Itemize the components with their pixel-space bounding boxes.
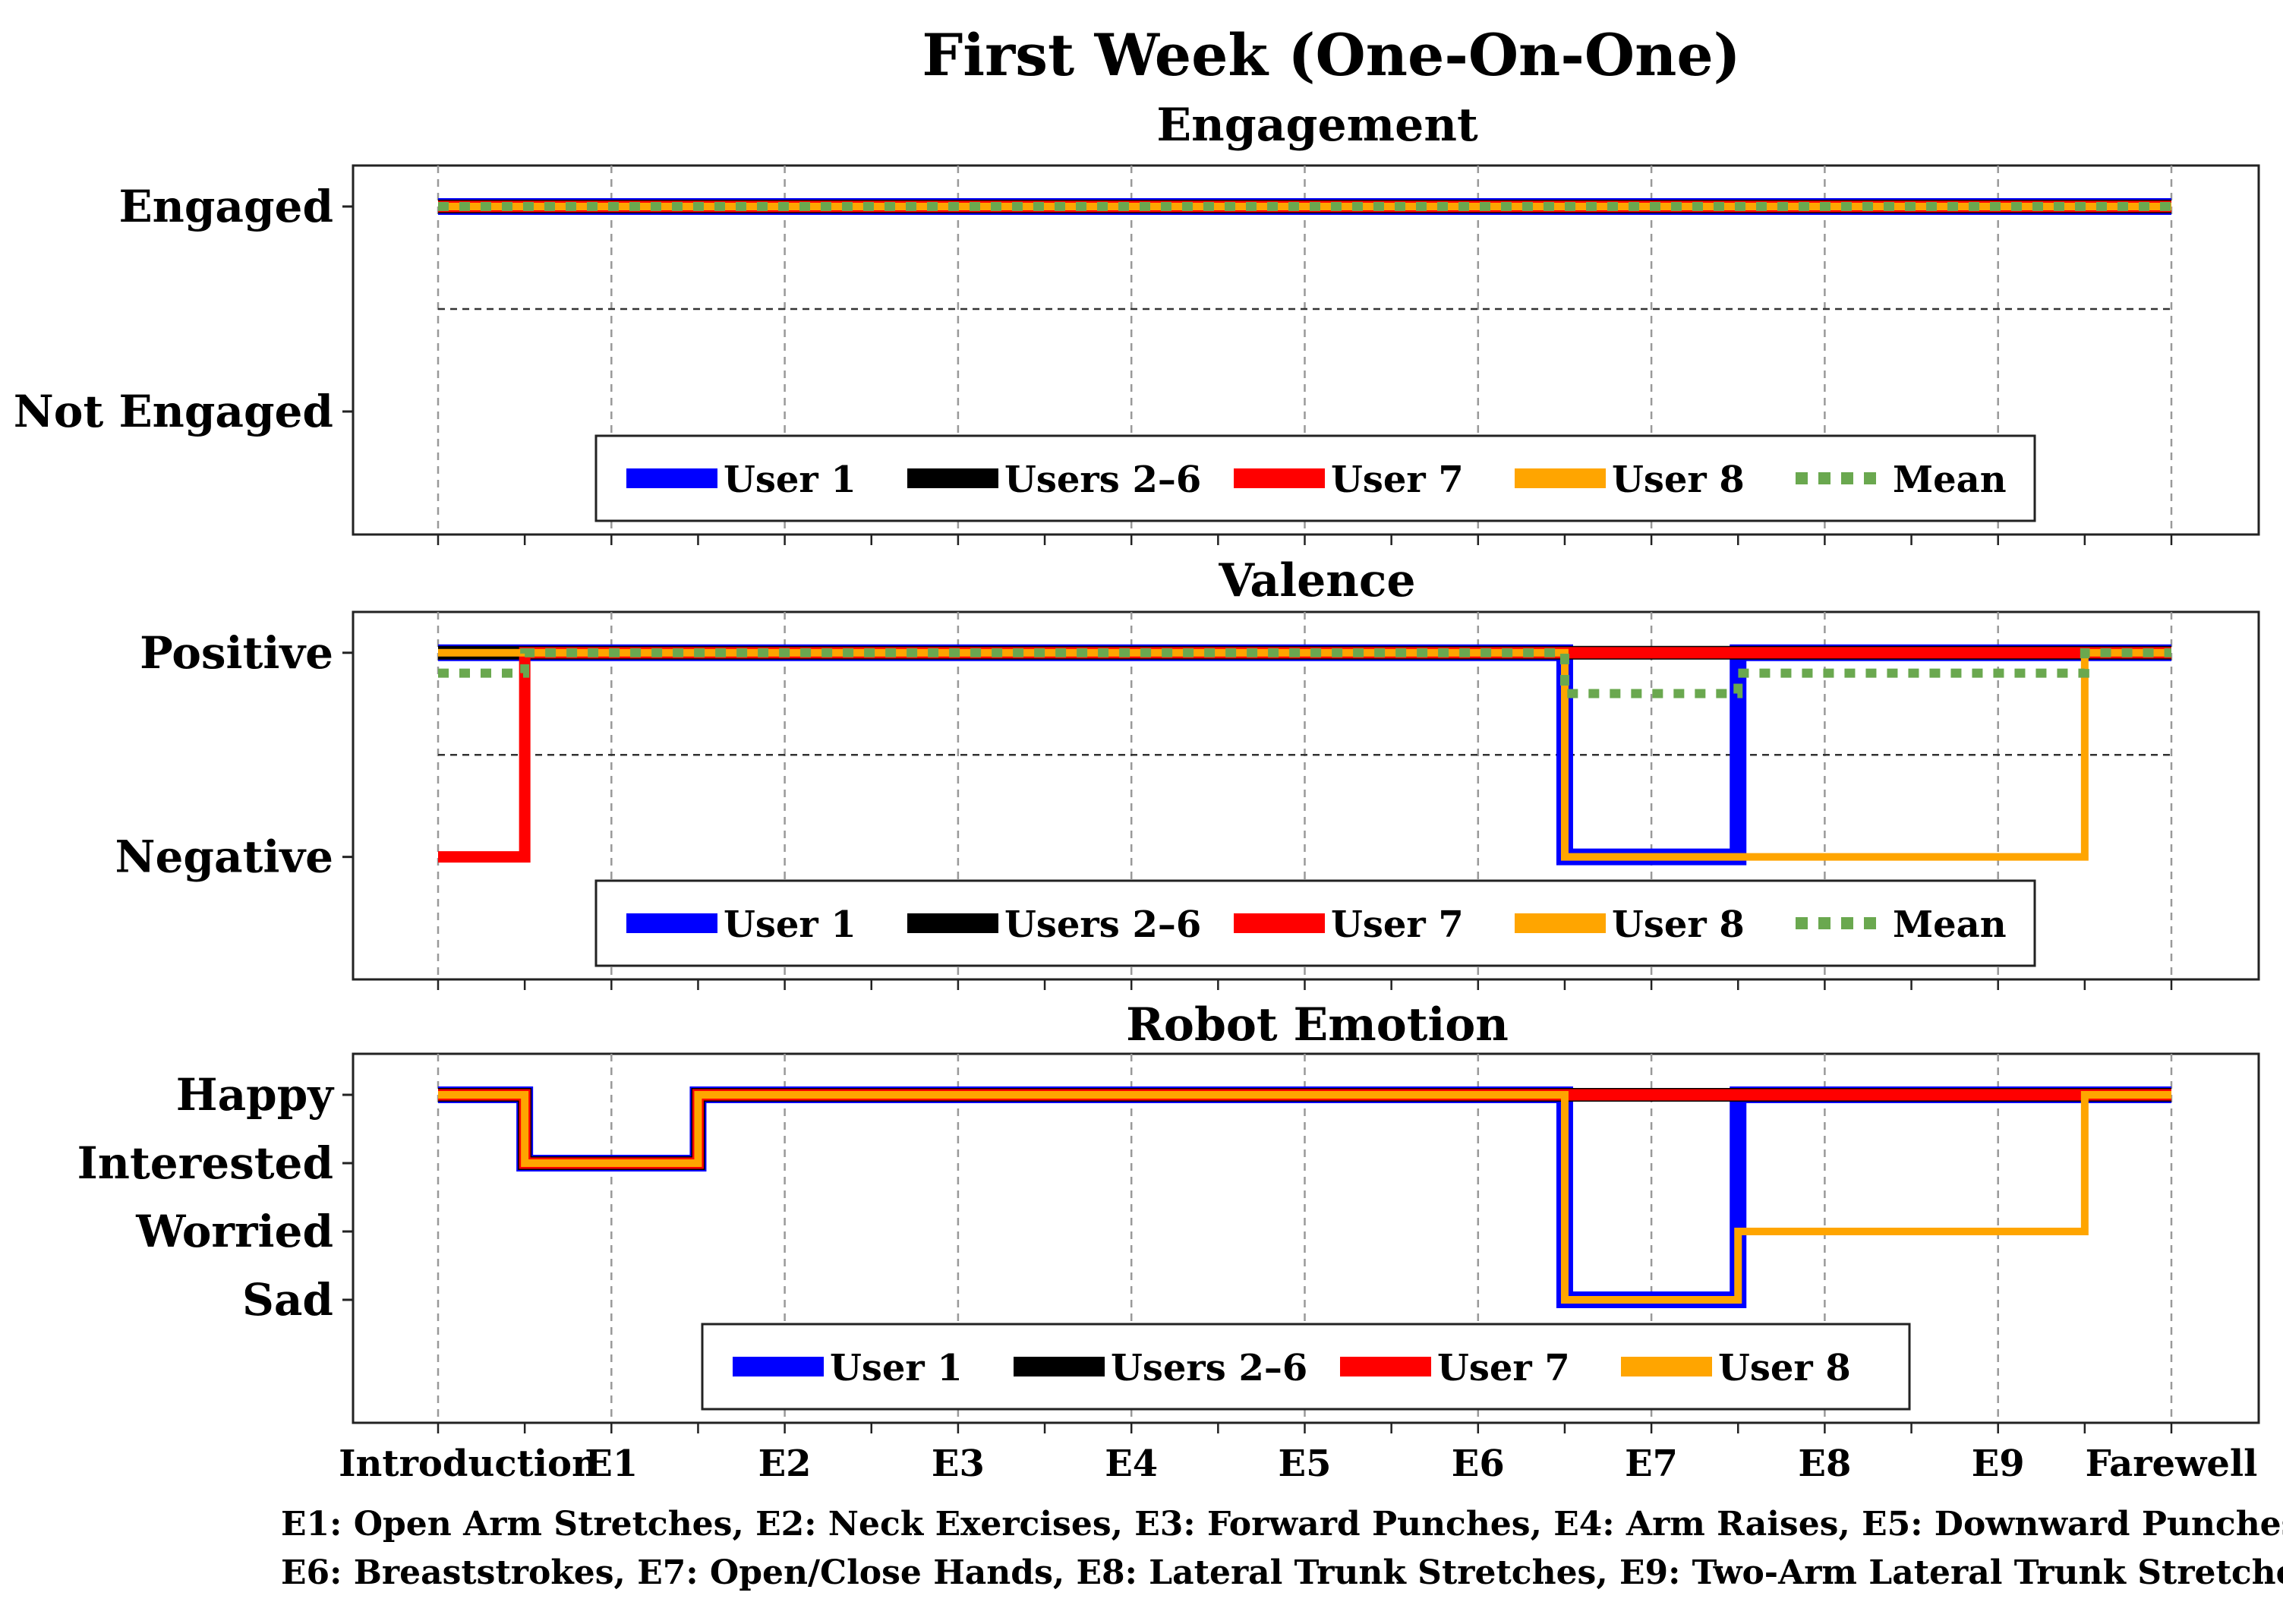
plot-frame [352, 164, 2260, 536]
x-tick-label: E5 [1279, 1443, 1332, 1485]
y-tick-label: Not Engaged [14, 386, 333, 437]
y-tick-label: Negative [115, 831, 333, 883]
y-tick-label: Positive [140, 627, 333, 679]
legend-label-user-8: User 8 [1612, 903, 1745, 946]
legend-label-users-2-6: Users 2–6 [1004, 459, 1201, 501]
y-tick-label: Interested [77, 1137, 333, 1189]
y-tick-label: Engaged [118, 181, 333, 232]
footnote-line-2: E6: Breaststrokes, E7: Open/Close Hands,… [281, 1553, 2283, 1592]
x-tick-label: E8 [1798, 1443, 1851, 1485]
footnote-line-1: E1: Open Arm Stretches, E2: Neck Exercis… [281, 1505, 2283, 1544]
x-tick-label: E9 [1972, 1443, 2025, 1485]
series-line-mean [438, 648, 2171, 698]
legend: User 1 Users 2–6 User 7 User 8 Mean [594, 434, 2036, 522]
legend-label-users-2-6: Users 2–6 [1004, 903, 1201, 946]
y-tick-label: Worried [135, 1206, 333, 1257]
chart-panel-engagement: Engagement Not Engaged Engaged User 1 Users … [14, 99, 2260, 545]
x-tick-label: E7 [1625, 1443, 1678, 1485]
x-tick-label: Introduction [339, 1443, 598, 1485]
panel-title: Robot Emotion [1126, 998, 1509, 1052]
x-tick-label: E6 [1452, 1443, 1505, 1485]
legend-label-user-7: User 7 [1331, 459, 1464, 501]
legend-label-user-7: User 7 [1437, 1347, 1570, 1389]
legend-label-user-1: User 1 [830, 1347, 963, 1389]
legend-label-user-7: User 7 [1331, 903, 1464, 946]
y-tick-label: Happy [176, 1069, 335, 1121]
figure-title: First Week (One-On-One) [922, 21, 1741, 89]
plot-frame [352, 610, 2260, 981]
x-tick-label: E2 [758, 1443, 812, 1485]
x-tick-label: E3 [932, 1443, 985, 1485]
series-line-user-8 [438, 648, 2171, 861]
series-line-user-8 [438, 1091, 2171, 1304]
legend-label-user-8: User 8 [1612, 459, 1745, 501]
y-tick-label: Sad [242, 1274, 333, 1326]
x-tick-label: Farewell [2086, 1443, 2258, 1485]
x-tick-label: E4 [1105, 1443, 1158, 1485]
plot-frame [352, 1052, 2260, 1424]
legend-label-users-2-6: Users 2–6 [1111, 1347, 1307, 1389]
legend-label-user-1: User 1 [724, 459, 856, 501]
x-tick-label: E1 [585, 1443, 638, 1485]
legend-label-mean: Mean [1893, 459, 2007, 501]
legend: User 1 Users 2–6 User 7 User 8 Mean [594, 879, 2036, 967]
chart-panel-robot-emotion: Robot Emotion Sad Worried Interested Happy Us… [77, 998, 2260, 1485]
legend: User 1 Users 2–6 User 7 User 8 [701, 1323, 1911, 1411]
legend-label-user-8: User 8 [1718, 1347, 1851, 1389]
panel-title: Valence [1218, 554, 1415, 607]
legend-box [594, 434, 2036, 522]
panel-title: Engagement [1156, 99, 1478, 152]
legend-label-user-1: User 1 [724, 903, 856, 946]
legend-label-mean: Mean [1893, 903, 2007, 946]
